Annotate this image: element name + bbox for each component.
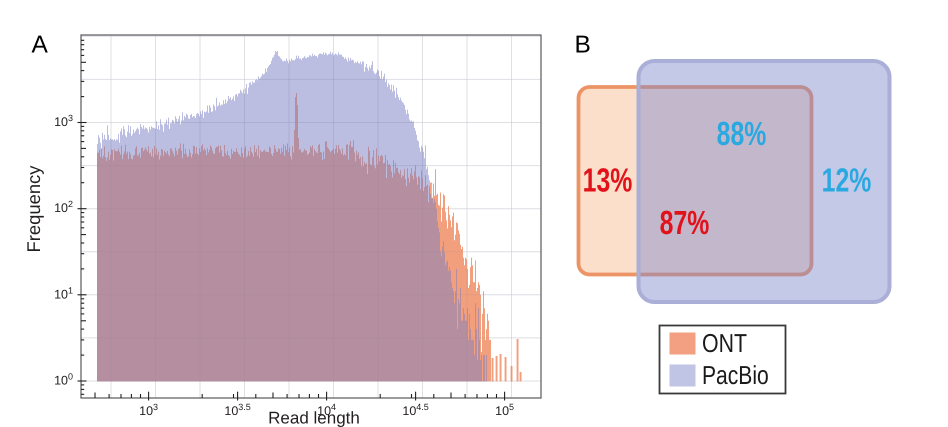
svg-text:A: A: [32, 32, 49, 59]
svg-text:PacBio: PacBio: [702, 360, 769, 390]
svg-text:13%: 13%: [583, 163, 633, 200]
svg-text:12%: 12%: [822, 163, 872, 200]
svg-text:B: B: [575, 32, 591, 59]
svg-text:87%: 87%: [660, 205, 710, 242]
svg-text:ONT: ONT: [702, 328, 747, 358]
svg-text:Frequency: Frequency: [23, 165, 44, 253]
svg-text:Read length: Read length: [268, 409, 360, 427]
svg-text:88%: 88%: [717, 116, 767, 153]
